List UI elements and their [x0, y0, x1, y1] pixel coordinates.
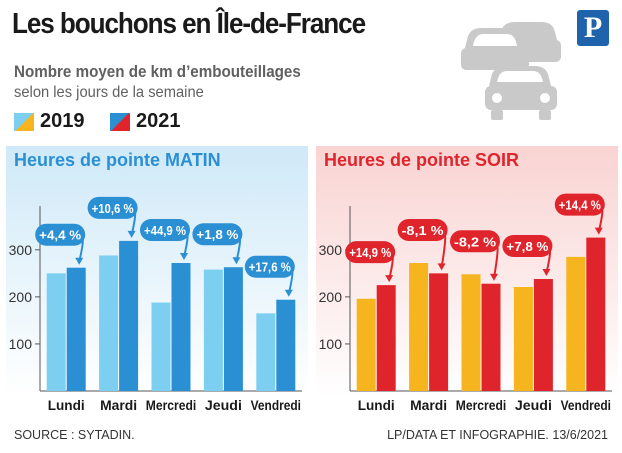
evening-chart-title: Heures de pointe SOIR — [324, 150, 520, 170]
morning-bar-2019 — [203, 269, 223, 391]
morning-y-tick-label: 200 — [9, 289, 33, 305]
evening-bar-2021 — [533, 279, 553, 391]
morning-category-label: Mercredi — [146, 397, 196, 413]
evening-panel: Heures de pointe SOIR 100 200 300 Lundi +14,… — [316, 146, 618, 424]
legend-item-2019: 2019 — [14, 110, 85, 133]
legend-swatch-2019 — [14, 112, 34, 131]
morning-category-label: Lundi — [48, 397, 85, 413]
morning-change-arrowhead — [180, 253, 188, 260]
legend-item-2021: 2021 — [110, 110, 181, 133]
morning-change-badge — [192, 223, 243, 246]
evening-change-label: -8,2 % — [454, 234, 496, 249]
evening-change-label: +14,4 % — [559, 198, 601, 213]
evening-change-arrow — [440, 231, 447, 268]
evening-change-arrow — [493, 242, 499, 278]
source-note: SOURCE : SYTADIN. — [14, 428, 135, 442]
morning-change-arrowhead — [284, 289, 293, 297]
morning-change-arrowhead — [232, 257, 241, 265]
morning-y-tick-label: 300 — [9, 242, 33, 258]
morning-change-badge — [35, 223, 86, 246]
evening-bar-2019 — [356, 298, 376, 391]
evening-bar-2021 — [376, 285, 396, 391]
legend-label-2019: 2019 — [40, 110, 85, 132]
evening-bar-2019 — [566, 256, 586, 391]
evening-category-label: Vendredi — [561, 397, 611, 413]
evening-change-arrowhead — [594, 227, 603, 235]
evening-change-badge — [450, 230, 500, 253]
evening-change-label: -8,1 % — [402, 223, 444, 238]
morning-change-badge — [140, 219, 190, 241]
morning-change-badge — [87, 196, 138, 219]
subtitle-secondary: selon les jours de la semaine — [14, 84, 204, 101]
morning-chart: 100 200 300 Lundi +4,4 % Mardi +10,6 % Mercredi… — [9, 196, 302, 413]
evening-change-arrowhead — [385, 275, 394, 283]
morning-change-label: +1,8 % — [196, 227, 238, 242]
evening-change-label: +7,8 % — [506, 239, 548, 254]
traffic-cars-icon — [461, 22, 561, 120]
evening-category-label: Mercredi — [456, 397, 506, 413]
evening-change-label: +14,9 % — [349, 245, 391, 260]
morning-change-arrowhead — [127, 230, 136, 238]
evening-bar-2019 — [513, 287, 533, 391]
morning-category-label: Mardi — [100, 397, 137, 413]
credit-note: LP/DATA ET INFOGRAPHIE. 13/6/2021 — [387, 428, 608, 442]
morning-bar-2021 — [119, 240, 139, 391]
evening-category-label: Mardi — [410, 397, 447, 413]
evening-change-badge — [345, 241, 396, 264]
morning-category-label: Vendredi — [251, 397, 301, 413]
evening-bar-2021 — [429, 273, 449, 391]
evening-bar-2021 — [586, 237, 606, 391]
evening-category-label: Lundi — [358, 397, 395, 413]
morning-change-label: +10,6 % — [92, 201, 134, 216]
evening-change-arrowhead — [437, 263, 446, 271]
evening-bar-2021 — [481, 283, 501, 391]
subtitle: Nombre moyen de km d’embouteillages — [14, 63, 301, 81]
morning-y-tick-label: 100 — [9, 336, 33, 352]
evening-change-badge — [554, 193, 605, 216]
morning-bar-2019 — [46, 273, 66, 391]
morning-chart-title: Heures de pointe MATIN — [14, 150, 221, 170]
morning-bar-2019 — [256, 313, 276, 391]
evening-bar-2019 — [461, 274, 481, 391]
morning-bar-2019 — [151, 302, 171, 391]
evening-y-tick-label: 100 — [319, 336, 343, 352]
evening-category-label: Jeudi — [515, 397, 552, 413]
evening-change-arrowhead — [490, 273, 498, 281]
evening-y-tick-label: 200 — [319, 289, 343, 305]
page-title: Les bouchons en Île-de-France — [12, 8, 366, 40]
morning-change-label: +17,6 % — [249, 260, 291, 275]
evening-change-arrowhead — [542, 269, 551, 276]
morning-bar-2021 — [171, 263, 191, 391]
evening-y-tick-label: 300 — [319, 242, 343, 258]
morning-bar-2019 — [99, 255, 119, 391]
evening-chart: 100 200 300 Lundi +14,9 % Mardi -8,1 % Mercredi… — [319, 193, 612, 413]
morning-bar-2021 — [276, 299, 296, 391]
evening-change-badge — [502, 235, 553, 257]
legend-label-2021: 2021 — [136, 110, 181, 132]
morning-change-badge — [244, 255, 295, 278]
legend-swatch-2021 — [110, 112, 130, 131]
morning-panel: Heures de pointe MATIN 100 200 300 Lundi +4,… — [6, 146, 308, 424]
evening-change-badge — [397, 219, 448, 241]
morning-category-label: Jeudi — [205, 397, 242, 413]
morning-change-label: +44,9 % — [144, 223, 186, 238]
evening-bar-2019 — [409, 263, 429, 391]
morning-bar-2021 — [66, 267, 86, 391]
morning-change-label: +4,4 % — [39, 228, 81, 243]
publisher-logo: P — [577, 10, 609, 46]
morning-change-arrowhead — [75, 257, 84, 265]
morning-bar-2021 — [223, 267, 243, 391]
